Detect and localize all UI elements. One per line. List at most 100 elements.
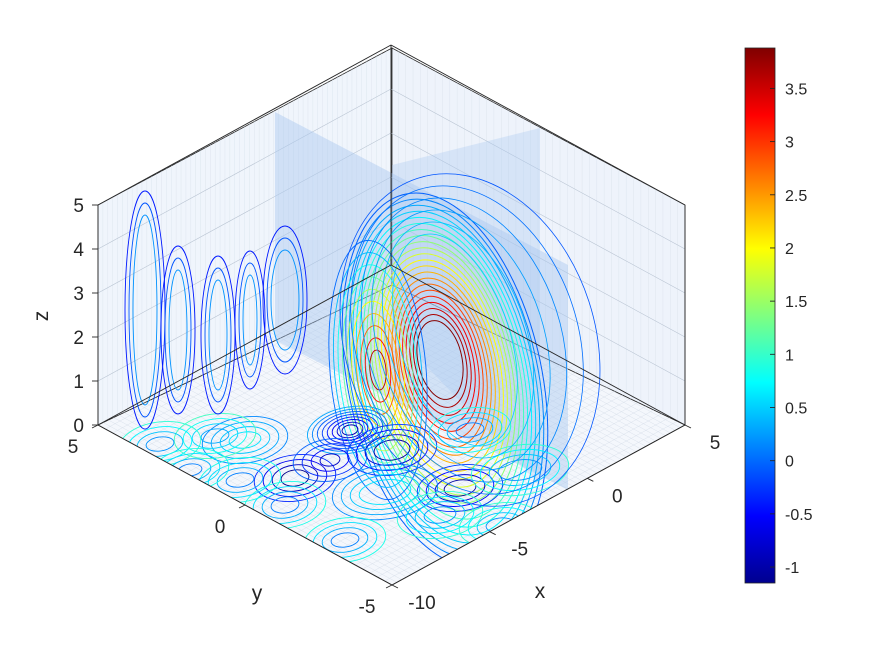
x-tick-label: 5 [710, 433, 721, 454]
grid-line [178, 308, 472, 470]
contour-line [387, 271, 496, 464]
x-tick-label: 0 [612, 486, 623, 507]
contour-line [270, 249, 300, 351]
grid-line [105, 268, 399, 430]
tick-mark [391, 584, 399, 589]
contour-line [497, 459, 543, 481]
z-tick-label: 5 [73, 196, 84, 217]
colorbar-tick-label: 3.5 [785, 81, 807, 98]
contour-line [292, 438, 368, 482]
contour-line [373, 439, 411, 461]
colorbar-tick-label: 0 [785, 454, 794, 471]
axis-edge [97, 44, 392, 206]
tick-mark [684, 424, 692, 429]
y-tick-label: 5 [68, 437, 79, 458]
y-tick-label: 0 [215, 517, 226, 538]
contour-line [392, 233, 518, 447]
z-tick-label: 2 [73, 328, 84, 349]
slice-plane-y [392, 128, 540, 485]
contour-line [301, 443, 359, 477]
contour-line [371, 209, 551, 471]
colorbar [744, 47, 776, 584]
contour-line [455, 422, 485, 438]
contour-line [398, 289, 484, 440]
contour-line [207, 462, 273, 498]
grid-line [259, 352, 553, 514]
contour-line [200, 428, 230, 444]
grid-line [97, 220, 392, 382]
contour-line [384, 265, 500, 472]
colorbar-tick-label: 2 [785, 241, 794, 258]
tick-mark [587, 477, 594, 482]
contour-line [402, 295, 480, 432]
contour-line [145, 436, 175, 452]
contour-line [412, 314, 468, 408]
z-tick-label: 3 [73, 284, 84, 305]
contour-line [416, 320, 464, 400]
contour-line [370, 241, 517, 504]
contour-line [414, 501, 466, 529]
grid-line [369, 412, 664, 574]
contour-line [423, 506, 457, 524]
contour-line [182, 418, 248, 454]
contour-line [328, 239, 428, 501]
grid-line [390, 220, 686, 382]
z-tick-label: 4 [73, 240, 84, 261]
slice-plane-x [275, 112, 568, 490]
tick-mark [489, 531, 496, 536]
grid-line [390, 88, 686, 250]
axis-edge [390, 264, 686, 426]
contour-line [262, 225, 308, 375]
contour-line [331, 463, 439, 521]
x-tick-label: -5 [511, 540, 528, 561]
contour-line [336, 421, 364, 439]
contour-line [479, 448, 561, 492]
contour-line [425, 469, 495, 507]
contour-line [311, 408, 389, 452]
contour-line [219, 426, 271, 454]
contour-line [307, 405, 393, 455]
contour-line [310, 448, 350, 472]
tick-mark [238, 504, 246, 509]
grid-line [340, 396, 634, 558]
contour-line [266, 237, 304, 363]
grid-line [384, 420, 678, 582]
colorbar-tick-label: 1 [785, 347, 794, 364]
contour-line [366, 235, 521, 512]
contour-line [280, 469, 310, 487]
contour-line [225, 472, 255, 488]
contour-line [262, 459, 328, 497]
grid-line [97, 132, 392, 294]
contour-line [364, 434, 420, 466]
contour-line [234, 250, 266, 390]
contour-line [191, 423, 239, 449]
colorbar-ticks: -1 -0.5 0 0.5 1 1.5 2 2.5 3 3.5 [770, 81, 813, 577]
contour-line [381, 221, 535, 459]
contour-line [270, 496, 300, 514]
contour-line [355, 216, 533, 536]
contour-line [173, 413, 257, 459]
z-tick-label: 0 [73, 416, 84, 437]
contour-line [346, 288, 410, 452]
contour-line [409, 307, 472, 416]
contour-line [339, 173, 601, 507]
contour-line [446, 417, 494, 443]
grid-line [142, 288, 436, 450]
grid-line [362, 408, 656, 570]
y-axis-label: y [252, 582, 263, 605]
contour-line [132, 214, 158, 406]
colorbar-tick-label: 1.5 [785, 294, 807, 311]
contour-line [160, 245, 196, 415]
contour-line [168, 269, 188, 391]
z-axis-label: z [30, 311, 53, 322]
contour-line [331, 419, 369, 441]
z-tick-label: 1 [73, 372, 84, 393]
grid-line [355, 404, 649, 566]
contour-line [373, 247, 512, 496]
contour-line [238, 262, 262, 378]
contour-line [349, 474, 421, 510]
contour-line [434, 474, 486, 502]
contour-line [470, 443, 570, 497]
